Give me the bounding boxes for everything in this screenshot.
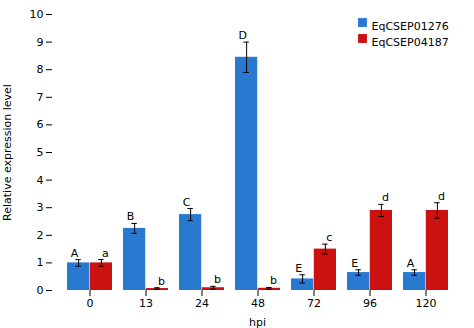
svg-text:D: D xyxy=(238,29,246,42)
svg-text:EqCSEP04187: EqCSEP04187 xyxy=(372,36,449,49)
svg-text:d: d xyxy=(382,191,389,204)
svg-text:b: b xyxy=(214,273,221,286)
svg-text:EqCSEP01276: EqCSEP01276 xyxy=(372,20,449,33)
svg-text:72: 72 xyxy=(307,297,321,310)
svg-text:A: A xyxy=(71,247,79,260)
svg-text:48: 48 xyxy=(251,297,265,310)
svg-text:13: 13 xyxy=(139,297,153,310)
svg-text:b: b xyxy=(158,275,165,288)
svg-text:1: 1 xyxy=(37,256,44,269)
svg-text:d: d xyxy=(438,190,445,203)
svg-text:E: E xyxy=(295,262,302,275)
svg-text:8: 8 xyxy=(37,63,44,76)
svg-text:4: 4 xyxy=(37,174,44,187)
svg-text:6: 6 xyxy=(37,118,44,131)
svg-text:hpi: hpi xyxy=(249,316,266,328)
svg-text:9: 9 xyxy=(37,36,44,49)
svg-text:b: b xyxy=(270,274,277,287)
svg-text:24: 24 xyxy=(195,297,209,310)
svg-text:96: 96 xyxy=(363,297,377,310)
svg-text:Relative expression level: Relative expression level xyxy=(1,84,14,221)
svg-text:C: C xyxy=(183,196,191,209)
svg-text:7: 7 xyxy=(37,91,44,104)
svg-text:A: A xyxy=(407,257,415,270)
svg-text:2: 2 xyxy=(37,229,44,242)
svg-text:0: 0 xyxy=(37,284,44,297)
svg-text:c: c xyxy=(326,231,332,244)
svg-text:120: 120 xyxy=(416,297,437,310)
svg-text:a: a xyxy=(102,247,109,260)
svg-text:B: B xyxy=(127,210,135,223)
svg-text:0: 0 xyxy=(87,297,94,310)
svg-text:3: 3 xyxy=(37,201,44,214)
svg-text:5: 5 xyxy=(37,146,44,159)
svg-text:10: 10 xyxy=(30,8,44,21)
svg-text:E: E xyxy=(351,257,358,270)
